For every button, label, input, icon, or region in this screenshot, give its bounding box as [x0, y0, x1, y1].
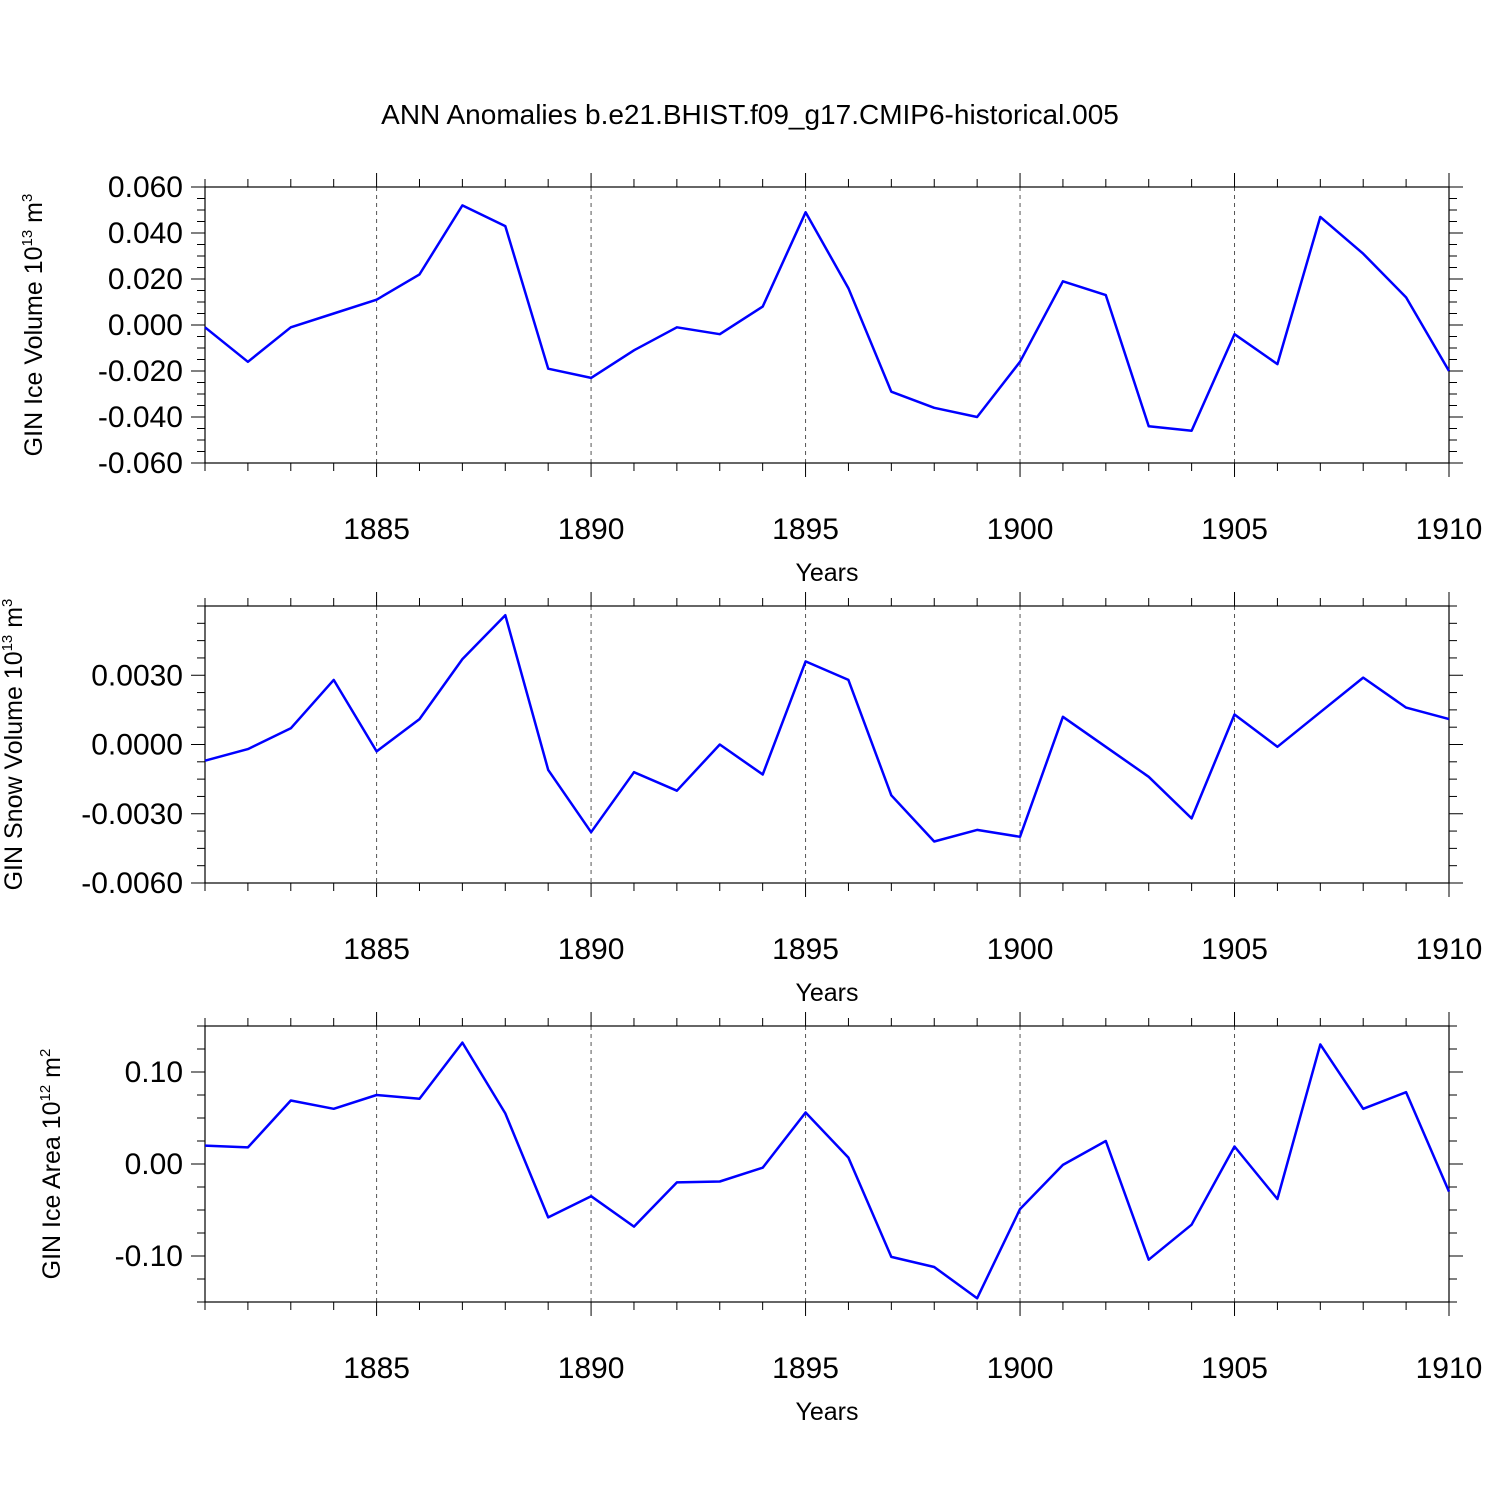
x-tick-label: 1890 — [558, 933, 625, 966]
y-tick-label: -0.060 — [98, 447, 183, 480]
x-tick-label: 1890 — [558, 513, 625, 546]
y-tick-label: -0.0060 — [81, 867, 183, 900]
x-tick-label: 1905 — [1201, 933, 1268, 966]
x-tick-label: 1885 — [343, 513, 410, 546]
y-tick-label: -0.0030 — [81, 798, 183, 831]
y-tick-label: 0.10 — [125, 1056, 183, 1089]
x-tick-label: 1895 — [772, 1352, 839, 1385]
x-axis-label: Years — [795, 1398, 858, 1426]
x-tick-label: 1890 — [558, 1352, 625, 1385]
y-tick-label: 0.020 — [108, 263, 183, 296]
y-tick-label: 0.000 — [108, 309, 183, 342]
x-tick-label: 1905 — [1201, 1352, 1268, 1385]
series-line — [204, 1041, 1451, 1300]
x-tick-label: 1905 — [1201, 513, 1268, 546]
y-axis-label: GIN Ice Area 1012 m2 — [37, 1049, 66, 1280]
x-tick-label: 1900 — [987, 1352, 1054, 1385]
x-tick-label: 1895 — [772, 933, 839, 966]
x-tick-label: 1910 — [1416, 933, 1483, 966]
y-tick-label: 0.0000 — [91, 729, 183, 762]
x-tick-label: 1910 — [1416, 513, 1483, 546]
y-tick-label: -0.10 — [115, 1240, 183, 1273]
y-tick-label: 0.040 — [108, 217, 183, 250]
x-axis-label: Years — [795, 559, 858, 587]
y-tick-label: 0.0030 — [91, 659, 183, 692]
series-line — [204, 613, 1450, 843]
plot-frame — [204, 605, 1450, 884]
x-tick-label: 1885 — [343, 1352, 410, 1385]
y-axis-label: GIN Ice Volume 1013 m3 — [19, 194, 48, 457]
plot-frame — [204, 1025, 1450, 1303]
panel-2: -0.0060 -0.0030 0.0000 0.0030 1885 1890 1895 19… — [0, 592, 1482, 1007]
x-tick-label: 1900 — [987, 513, 1054, 546]
y-tick-label: 0.060 — [108, 171, 183, 204]
y-tick-label: -0.020 — [98, 355, 183, 388]
y-axis-label: GIN Snow Volume 1013 m3 — [0, 599, 28, 891]
x-tick-label: 1895 — [772, 513, 839, 546]
series-line — [204, 204, 1451, 433]
panel-1: -0.060 -0.040 -0.020 0.000 0.020 0.040 0.060 18… — [19, 171, 1482, 587]
x-tick-label: 1885 — [343, 933, 410, 966]
x-tick-label: 1900 — [987, 933, 1054, 966]
plot-frame — [204, 186, 1450, 464]
x-tick-label: 1910 — [1416, 1352, 1483, 1385]
y-tick-label: 0.00 — [125, 1148, 183, 1181]
x-axis-label: Years — [795, 979, 858, 1007]
panel-3: -0.10 0.00 0.10 1885 1890 1895 1900 1905 1910 Yea… — [37, 1012, 1482, 1426]
y-tick-label: -0.040 — [98, 401, 183, 434]
chart-title: ANN Anomalies b.e21.BHIST.f09_g17.CMIP6-… — [381, 99, 1119, 130]
